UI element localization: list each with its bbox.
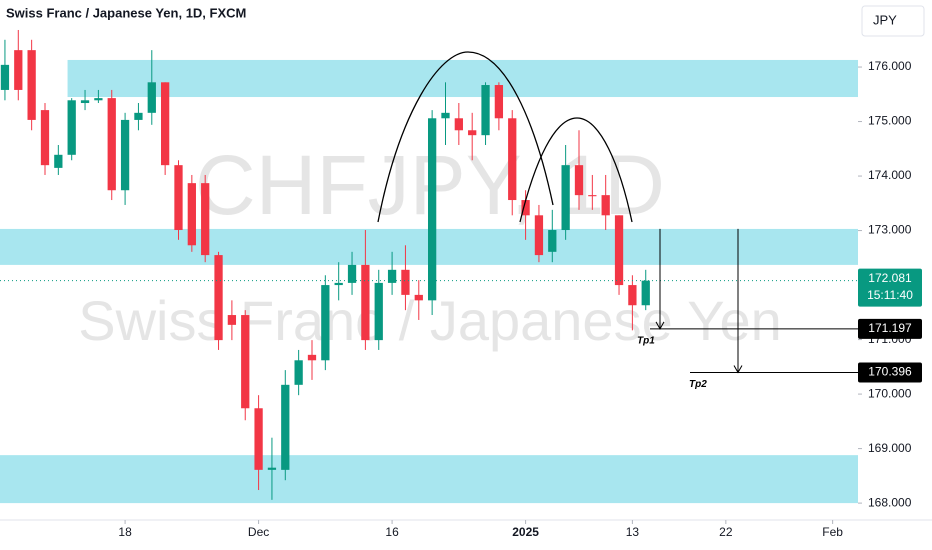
candle-body — [187, 183, 196, 246]
candle-body — [174, 165, 183, 231]
candle-body — [628, 285, 637, 306]
candle-body — [227, 315, 237, 325]
x-tick-label: Feb — [822, 525, 843, 539]
candle-body — [427, 118, 437, 301]
candle-body — [441, 112, 450, 119]
candle-body — [601, 195, 610, 216]
y-tick-label: 168.000 — [868, 495, 912, 509]
candle-body — [347, 264, 357, 283]
y-tick-label: 169.000 — [868, 441, 912, 455]
pattern-arc — [377, 51, 554, 223]
candle-body — [67, 100, 76, 155]
candle-body — [548, 230, 557, 252]
x-tick-label: 22 — [719, 525, 733, 539]
candle-body — [40, 110, 50, 166]
candle-body — [241, 315, 250, 409]
candle-body — [614, 215, 624, 286]
candle-body — [521, 200, 530, 216]
y-tick-label: 173.000 — [868, 223, 912, 237]
current-price: 172.081 — [868, 271, 912, 285]
candle-body — [134, 112, 143, 120]
candle-body — [307, 354, 317, 361]
x-tick-label: 18 — [118, 525, 132, 539]
countdown: 15:11:40 — [867, 288, 913, 302]
candle-body — [14, 50, 23, 90]
candle-body — [401, 269, 410, 295]
x-tick-label: 2025 — [512, 525, 539, 539]
target-price-box — [858, 318, 922, 339]
candle-body — [107, 98, 116, 191]
zone — [0, 455, 858, 504]
candle-body — [281, 384, 290, 470]
candle-body — [468, 130, 477, 136]
y-tick-label: 174.000 — [868, 168, 912, 182]
candle-body — [147, 82, 156, 113]
candle-body — [588, 195, 597, 197]
target-name: Tp2 — [689, 379, 707, 390]
candle-body — [201, 183, 210, 256]
candle-body — [214, 255, 223, 341]
candle-body — [321, 285, 330, 361]
y-tick-label: 170.000 — [868, 386, 912, 400]
x-tick-label: Dec — [248, 525, 269, 539]
candle-body — [414, 294, 423, 301]
candle-body — [334, 282, 343, 286]
currency-box[interactable] — [861, 5, 925, 37]
candle-body — [94, 98, 103, 101]
candle-body — [641, 280, 650, 306]
current-price-box — [858, 268, 922, 307]
candle-body — [120, 119, 130, 191]
candle-body — [494, 85, 504, 119]
x-tick-label: 13 — [626, 525, 640, 539]
target-price: 171.197 — [868, 321, 912, 335]
candle-body — [454, 118, 463, 131]
currency[interactable]: JPY — [873, 12, 897, 27]
price-axis — [858, 0, 932, 520]
zone — [67, 59, 858, 98]
candle-body — [80, 100, 90, 104]
pattern-arc — [519, 117, 633, 223]
candle-body — [561, 165, 570, 231]
candle-body — [387, 269, 397, 283]
target-price: 170.396 — [868, 365, 912, 379]
candle-body — [534, 215, 544, 256]
candle-body — [0, 64, 10, 90]
candle-body — [481, 85, 490, 136]
y-tick-label: 175.000 — [868, 114, 912, 128]
candle-body — [267, 467, 277, 470]
chart-title: Swiss Franc / Japanese Yen, 1D, FXCM — [6, 5, 246, 20]
candle-body — [374, 282, 383, 341]
candle-body — [54, 154, 63, 168]
y-tick-label: 176.000 — [868, 59, 912, 73]
candle-body — [294, 360, 303, 385]
candle-body — [361, 264, 370, 341]
candle-body — [254, 408, 263, 470]
candle-body — [27, 50, 36, 120]
x-tick-label: 16 — [385, 525, 399, 539]
candle-body — [574, 165, 584, 196]
candle-body — [508, 118, 517, 201]
candle-body — [161, 82, 170, 166]
target-price-box — [858, 362, 922, 383]
target-name: Tp1 — [637, 335, 655, 346]
